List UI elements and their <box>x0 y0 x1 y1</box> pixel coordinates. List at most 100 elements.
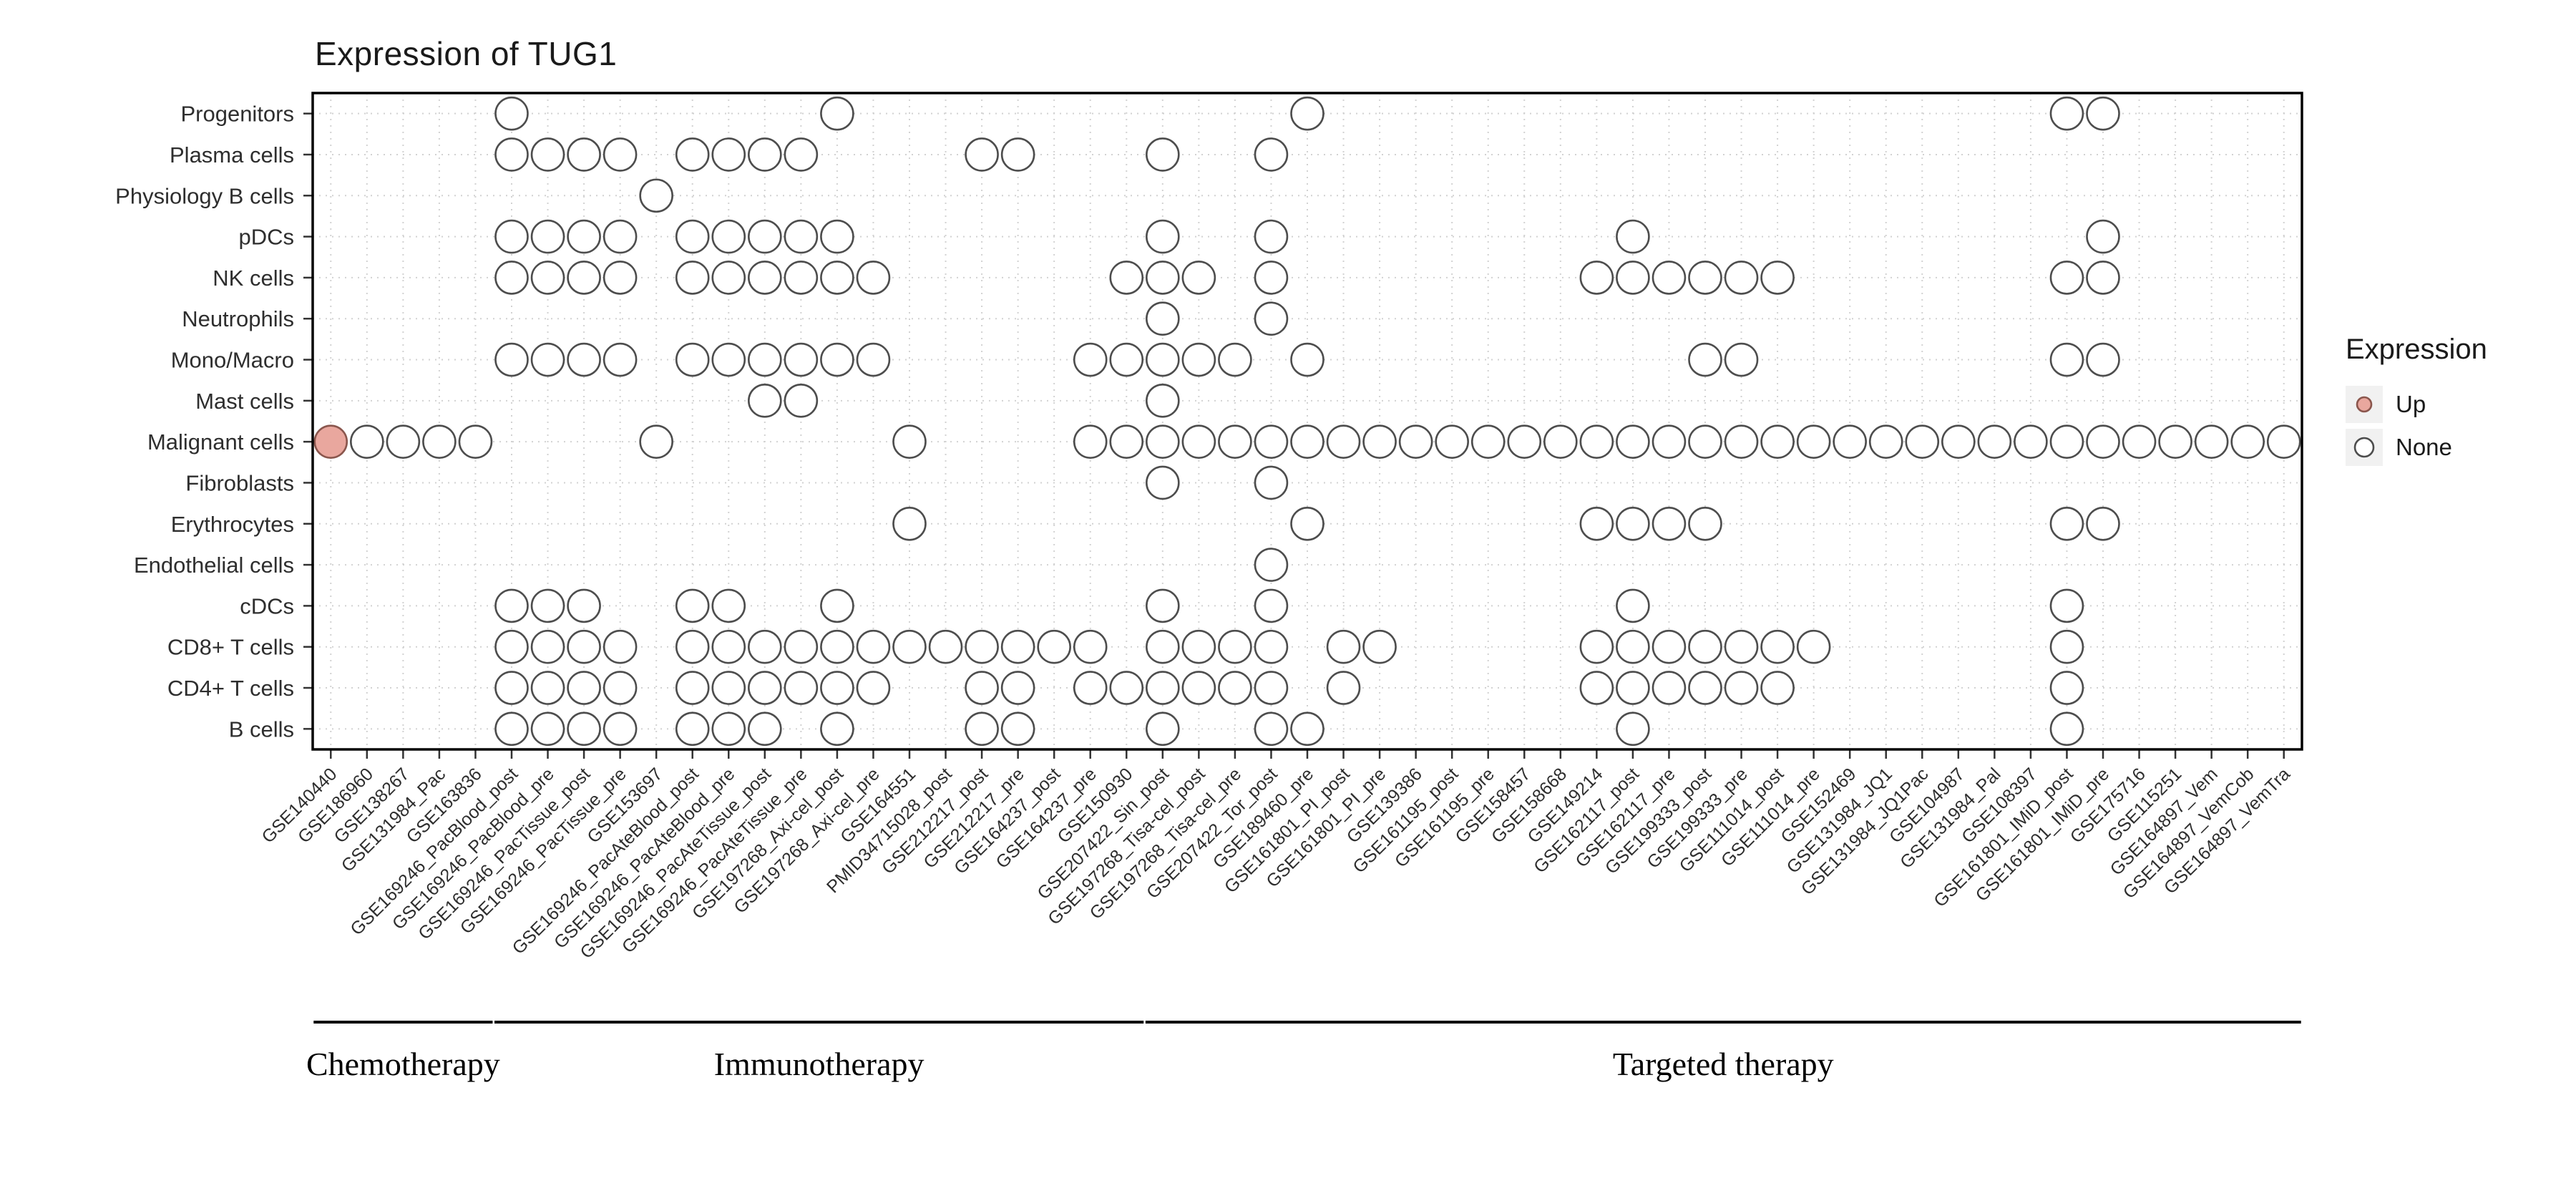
dot-none <box>675 711 710 747</box>
dot-none <box>1616 711 1650 747</box>
dot-none <box>1362 424 1397 459</box>
dot-none <box>1724 261 1759 295</box>
dot-none <box>386 424 421 459</box>
dot-none <box>1181 424 1216 459</box>
dot-none <box>1218 671 1252 705</box>
y-axis-label: Physiology B cells <box>115 183 294 208</box>
dot-none <box>856 342 891 377</box>
dot-none <box>567 629 601 664</box>
dot-none <box>748 219 782 254</box>
dot-none <box>784 384 819 418</box>
dot-none <box>530 342 565 377</box>
dot-none <box>856 261 891 295</box>
dot-none <box>1109 671 1144 705</box>
dot-none <box>2086 506 2120 541</box>
dot-none <box>1000 671 1035 705</box>
dot-none <box>1760 261 1795 295</box>
dot-none <box>530 671 565 705</box>
y-axis-label: Fibroblasts <box>185 470 294 495</box>
dot-none <box>2049 96 2084 131</box>
legend-label: None <box>2396 434 2452 460</box>
dot-none <box>1724 671 1759 705</box>
dot-none <box>2049 711 2084 747</box>
dot-none <box>675 261 710 295</box>
legend-circle-icon <box>2356 396 2373 413</box>
dot-none <box>965 671 999 705</box>
dot-none <box>1146 424 1180 459</box>
dot-none <box>1254 301 1289 336</box>
dot-none <box>1579 629 1614 664</box>
y-axis-label: B cells <box>229 716 294 742</box>
dot-none <box>1362 629 1397 664</box>
dot-none <box>820 261 854 295</box>
dot-none <box>1146 261 1180 295</box>
dot-none <box>494 588 529 623</box>
legend-label: Up <box>2396 391 2426 417</box>
legend-item-none: None <box>2346 429 2487 466</box>
dot-none <box>567 342 601 377</box>
dot-none <box>1579 261 1614 295</box>
dot-none <box>2049 671 2084 705</box>
dot-none <box>1616 219 1650 254</box>
legend-circle <box>2353 437 2375 458</box>
dot-none <box>856 629 891 664</box>
dot-none <box>530 261 565 295</box>
dot-none <box>1796 424 1831 459</box>
dot-none <box>1543 424 1578 459</box>
dot-none <box>1146 342 1180 377</box>
dot-none <box>602 219 638 254</box>
dot-none <box>1688 424 1722 459</box>
dot-none <box>965 137 999 172</box>
group-label: Immunotherapy <box>714 1046 924 1082</box>
dot-none <box>494 261 529 295</box>
dot-none <box>928 629 963 664</box>
dot-none <box>2086 261 2120 295</box>
dot-none <box>494 629 529 664</box>
dot-none <box>1254 548 1289 582</box>
y-axis-label: Endothelial cells <box>134 553 294 578</box>
dot-none <box>1254 137 1289 172</box>
dot-none <box>494 671 529 705</box>
dot-none <box>1181 342 1216 377</box>
dot-none <box>1218 424 1252 459</box>
dot-none <box>1146 629 1180 664</box>
dot-none <box>748 137 782 172</box>
dot-none <box>1688 629 1722 664</box>
dot-none <box>1254 219 1289 254</box>
dot-none <box>1616 629 1650 664</box>
y-axis-label: Progenitors <box>180 102 294 127</box>
dot-none <box>820 629 854 664</box>
group-label: Targeted therapy <box>1613 1046 1834 1082</box>
dot-none <box>1724 342 1759 377</box>
dot-none <box>602 261 638 295</box>
dot-none <box>2049 424 2084 459</box>
dot-none <box>1616 588 1650 623</box>
dot-none <box>892 424 927 459</box>
dot-none <box>892 506 927 541</box>
dot-none <box>711 588 746 623</box>
dot-none <box>711 711 746 747</box>
dot-none <box>1000 629 1035 664</box>
dot-none <box>784 261 819 295</box>
y-axis-label: Erythrocytes <box>171 512 294 537</box>
y-axis-label: NK cells <box>213 266 294 291</box>
panel-border <box>311 92 2303 751</box>
dot-none <box>1796 629 1831 664</box>
dot-none <box>1616 671 1650 705</box>
dot-none <box>965 711 999 747</box>
dot-none <box>1905 424 1940 459</box>
dot-none <box>1109 424 1144 459</box>
dot-none <box>639 178 673 213</box>
dot-none <box>1616 261 1650 295</box>
dot-none <box>567 588 601 623</box>
dot-none <box>675 629 710 664</box>
y-axis-label: Mast cells <box>195 389 294 414</box>
dot-none <box>1398 424 1433 459</box>
dot-none <box>1254 629 1289 664</box>
dot-none <box>1254 424 1289 459</box>
dot-none <box>602 629 638 664</box>
dot-none <box>1507 424 1542 459</box>
dot-none <box>1146 711 1180 747</box>
chart-title: Expression of TUG1 <box>315 35 618 72</box>
dot-none <box>1652 671 1687 705</box>
